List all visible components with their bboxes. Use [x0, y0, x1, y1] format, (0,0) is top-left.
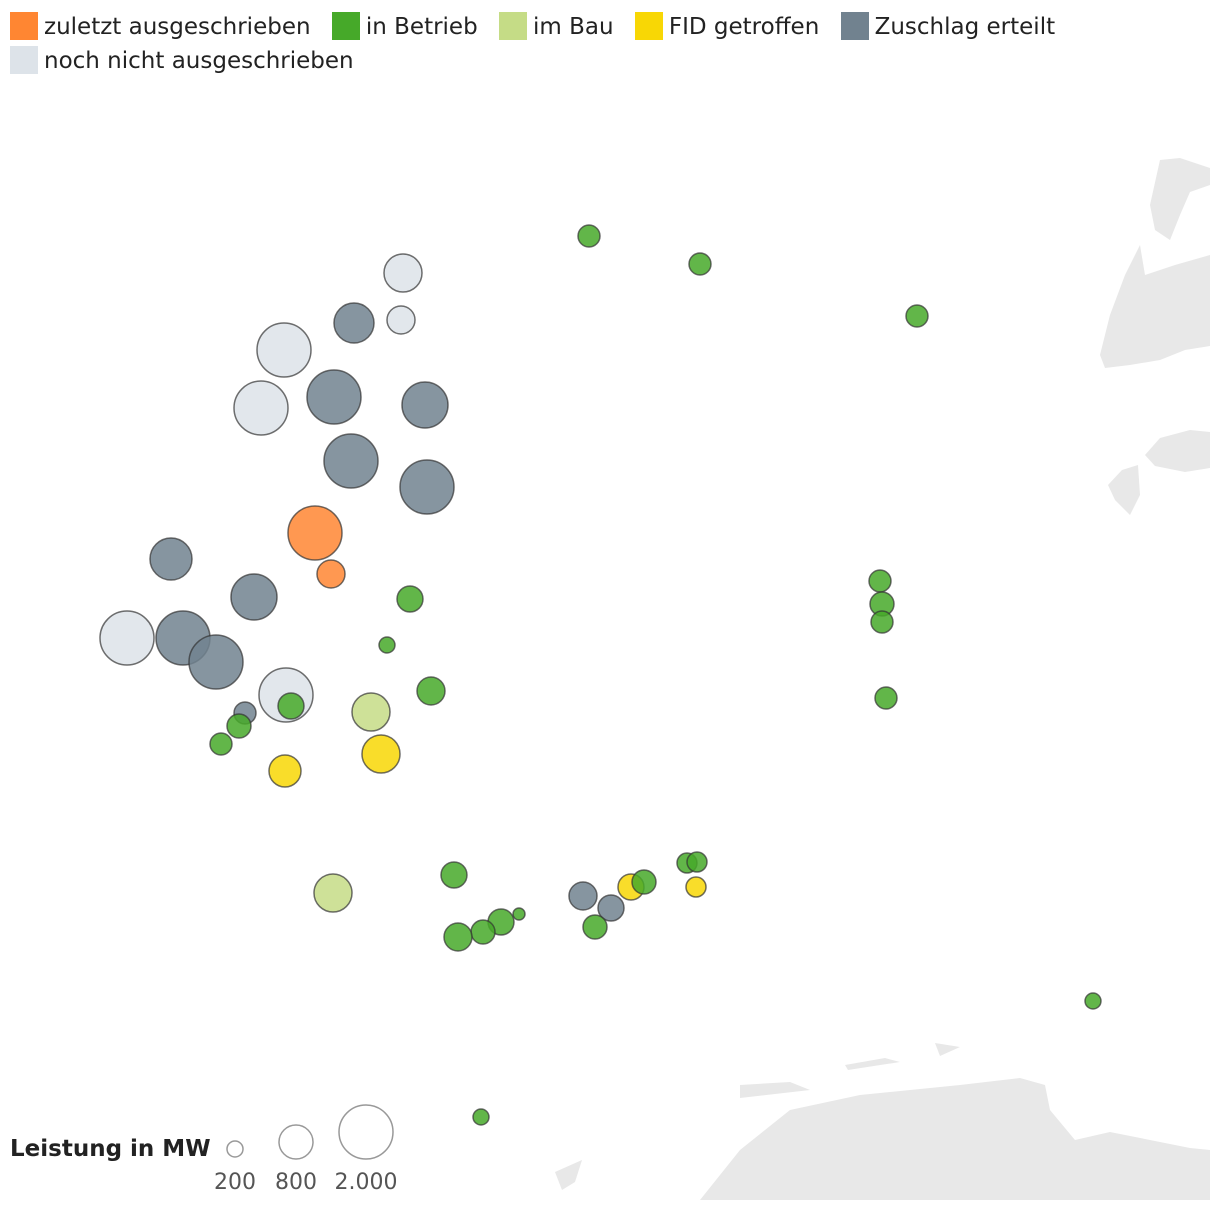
- wind-farm-marker-fid[interactable]: [268, 754, 302, 788]
- wind-farm-marker-betrieb[interactable]: [209, 732, 233, 756]
- wind-farm-marker-bau[interactable]: [351, 692, 391, 732]
- land-shape: [1108, 465, 1140, 515]
- wind-farm-marker-zuschlag[interactable]: [597, 894, 625, 922]
- wind-farm-marker-zuschlag[interactable]: [306, 369, 362, 425]
- legend-item-zuletzt[interactable]: zuletzt ausgeschrieben: [10, 10, 311, 44]
- legend-label: Zuschlag erteilt: [874, 14, 1056, 40]
- wind-farm-marker-betrieb[interactable]: [416, 676, 446, 706]
- wind-farm-marker-betrieb[interactable]: [512, 907, 526, 921]
- legend-swatch: [10, 46, 38, 74]
- land-shape: [700, 1078, 1210, 1200]
- wind-farm-marker-nicht[interactable]: [386, 305, 416, 335]
- wind-farm-marker-betrieb[interactable]: [870, 610, 894, 634]
- wind-farm-marker-betrieb[interactable]: [378, 636, 396, 654]
- legend-label: zuletzt ausgeschrieben: [44, 14, 311, 40]
- wind-farm-marker-zuletzt[interactable]: [316, 559, 346, 589]
- wind-farm-marker-zuschlag[interactable]: [568, 881, 598, 911]
- legend-label: FID getroffen: [668, 14, 820, 40]
- size-circle-200: [226, 1140, 244, 1158]
- wind-farm-marker-betrieb[interactable]: [396, 585, 424, 613]
- wind-farm-marker-zuschlag[interactable]: [230, 573, 278, 621]
- land-shape: [1150, 158, 1210, 240]
- legend-swatch: [634, 12, 663, 40]
- wind-farm-marker-nicht[interactable]: [99, 610, 155, 666]
- legend-label: im Bau: [533, 14, 614, 40]
- wind-farm-marker-nicht[interactable]: [383, 253, 423, 293]
- wind-farm-marker-nicht[interactable]: [233, 380, 289, 436]
- wind-farm-marker-zuschlag[interactable]: [149, 537, 193, 581]
- land-shape: [935, 1043, 960, 1056]
- wind-farm-points[interactable]: [99, 224, 1102, 1126]
- wind-farm-marker-zuschlag[interactable]: [333, 302, 375, 344]
- wind-farm-marker-zuschlag[interactable]: [401, 381, 449, 429]
- wind-farm-marker-bau[interactable]: [313, 873, 353, 913]
- wind-farm-marker-nicht[interactable]: [256, 322, 312, 378]
- wind-farm-marker-betrieb[interactable]: [688, 252, 712, 276]
- size-label: 200: [214, 1170, 256, 1195]
- land-masses: [555, 158, 1210, 1200]
- wind-farm-marker-betrieb[interactable]: [631, 869, 657, 895]
- size-circle-800: [278, 1124, 314, 1160]
- wind-farm-marker-fid[interactable]: [361, 734, 401, 774]
- size-legend-title: Leistung in MW: [10, 1136, 211, 1162]
- wind-farm-marker-betrieb[interactable]: [868, 569, 892, 593]
- wind-farm-marker-betrieb[interactable]: [470, 919, 496, 945]
- wind-farm-marker-zuschlag[interactable]: [323, 433, 379, 489]
- size-label: 2.000: [334, 1170, 398, 1195]
- legend-item-nicht[interactable]: noch nicht ausgeschrieben: [10, 44, 354, 78]
- size-legend-circles: [226, 1104, 394, 1160]
- legend-swatch: [499, 12, 527, 40]
- wind-farm-marker-betrieb[interactable]: [686, 851, 708, 873]
- land-shape: [1145, 430, 1210, 472]
- wind-farm-marker-betrieb[interactable]: [443, 922, 473, 952]
- wind-farm-marker-betrieb[interactable]: [277, 692, 305, 720]
- legend-item-bau[interactable]: im Bau: [499, 10, 614, 44]
- legend-item-fid[interactable]: FID getroffen: [634, 10, 820, 44]
- wind-farm-marker-betrieb[interactable]: [472, 1108, 490, 1126]
- status-legend: zuletzt ausgeschrieben in Betrieb im Bau…: [10, 10, 1210, 78]
- legend-label: noch nicht ausgeschrieben: [44, 48, 354, 74]
- land-shape: [740, 1082, 810, 1098]
- legend-swatch: [10, 12, 38, 40]
- wind-farm-marker-betrieb[interactable]: [440, 861, 468, 889]
- legend-item-zuschlag[interactable]: Zuschlag erteilt: [840, 10, 1056, 44]
- wind-farm-marker-fid[interactable]: [685, 876, 707, 898]
- wind-farm-marker-betrieb[interactable]: [226, 713, 252, 739]
- legend-item-betrieb[interactable]: in Betrieb: [331, 10, 478, 44]
- wind-farm-marker-betrieb[interactable]: [1084, 992, 1102, 1010]
- legend-swatch: [331, 12, 360, 40]
- size-circle-2000: [338, 1104, 394, 1160]
- wind-farm-marker-betrieb[interactable]: [874, 686, 898, 710]
- size-label: 800: [275, 1170, 317, 1195]
- wind-farm-marker-zuletzt[interactable]: [287, 505, 343, 561]
- land-shape: [1100, 245, 1210, 368]
- wind-farm-marker-betrieb[interactable]: [577, 224, 601, 248]
- wind-farm-marker-zuschlag[interactable]: [399, 459, 455, 515]
- land-shape: [845, 1058, 900, 1070]
- wind-farm-marker-betrieb[interactable]: [582, 914, 608, 940]
- legend-label: in Betrieb: [365, 14, 478, 40]
- wind-farm-marker-zuschlag[interactable]: [188, 634, 244, 690]
- legend-swatch: [840, 12, 869, 40]
- wind-farm-marker-betrieb[interactable]: [905, 304, 929, 328]
- land-shape: [555, 1160, 582, 1190]
